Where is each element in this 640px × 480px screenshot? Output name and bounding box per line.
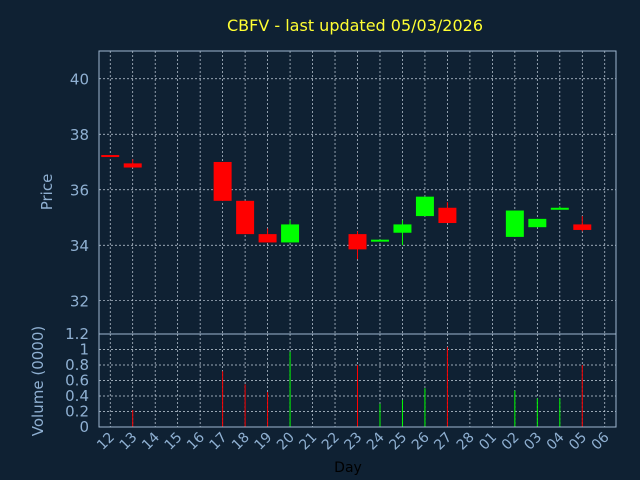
x-axis: 1213141516171819202122232425262728010203… (94, 429, 612, 453)
x-tick-label: 01 (476, 430, 500, 454)
volume-panel-frame (98, 333, 617, 428)
volume-tick-label: 0 (79, 418, 89, 436)
volume-tick-label: 0.2 (65, 403, 89, 421)
x-tick-label: 17 (207, 430, 231, 454)
x-tick-label: 02 (499, 430, 523, 454)
candle-body (438, 207, 457, 224)
candle-body (415, 196, 434, 217)
x-tick-label: 24 (364, 429, 388, 453)
x-tick-label: 05 (566, 430, 590, 454)
x-tick-label: 12 (94, 430, 118, 454)
candlestick-series (101, 155, 592, 260)
price-grid (99, 51, 616, 334)
price-axis-label: Price (38, 174, 56, 211)
candle-body (258, 234, 277, 243)
volume-y-axis: 00.20.40.60.811.2 (65, 325, 89, 436)
candle-body (550, 207, 569, 210)
x-tick-label: 16 (184, 429, 208, 453)
chart-title: CBFV - last updated 05/03/2026 (227, 16, 483, 35)
x-tick-label: 20 (274, 430, 298, 454)
candle-body (281, 224, 300, 243)
x-tick-label: 19 (251, 430, 275, 454)
candle-body (393, 224, 412, 233)
price-tick-label: 38 (70, 126, 89, 144)
price-y-axis: 32 34 36 38 40 (70, 71, 89, 311)
x-tick-label: 14 (139, 429, 163, 453)
candle-body (123, 163, 142, 168)
x-tick-label: 21 (296, 430, 320, 454)
volume-series (132, 347, 583, 427)
price-tick-label: 34 (70, 237, 89, 255)
x-tick-label: 22 (319, 430, 343, 454)
candle-body (505, 210, 524, 237)
volume-axis-label: Volume (0000) (29, 326, 47, 436)
volume-tick-label: 1 (79, 341, 89, 359)
x-axis-label: Day (334, 460, 362, 476)
x-tick-label: 27 (431, 430, 455, 454)
candle-body (528, 218, 547, 228)
candle-body (348, 234, 367, 250)
candle-body (213, 161, 232, 201)
x-tick-label: 23 (341, 430, 365, 454)
x-tick-label: 03 (521, 430, 545, 454)
volume-tick-label: 0.4 (65, 387, 89, 405)
price-tick-label: 40 (70, 71, 89, 89)
candle-body (236, 200, 255, 235)
x-tick-label: 28 (454, 430, 478, 454)
x-tick-label: 06 (589, 429, 613, 453)
x-tick-label: 18 (229, 430, 253, 454)
candle-body (370, 239, 389, 242)
x-tick-label: 25 (386, 430, 410, 454)
x-tick-label: 15 (162, 430, 186, 454)
volume-tick-label: 0.8 (65, 356, 89, 374)
candle-body (573, 224, 592, 230)
price-tick-label: 32 (70, 293, 89, 311)
x-tick-label: 26 (409, 429, 433, 453)
candle-body (101, 155, 120, 158)
x-tick-label: 04 (544, 429, 568, 453)
x-tick-label: 13 (117, 430, 141, 454)
price-tick-label: 36 (70, 182, 89, 200)
volume-tick-label: 1.2 (65, 325, 89, 343)
volume-tick-label: 0.6 (65, 372, 89, 390)
